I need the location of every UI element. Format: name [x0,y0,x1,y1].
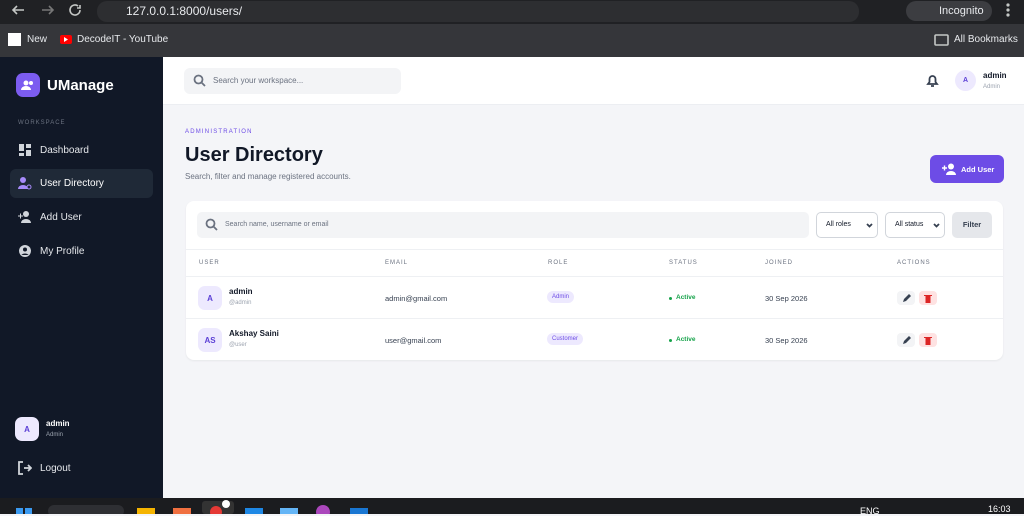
status-dot [669,296,672,300]
section-label: WORKSPACE [18,120,66,126]
username: @user [229,342,247,348]
brand[interactable]: UManage [47,77,114,94]
filter-button[interactable]: Filter [952,212,992,238]
placeholder: Search name, username or email [225,221,329,228]
divider [186,249,1003,250]
logout-icon [18,461,32,475]
nav-label: Add User [40,212,82,223]
email: admin@gmail.com [385,294,448,303]
column-header: JOINED [765,260,794,266]
nav-label: Dashboard [40,145,89,156]
email: user@gmail.com [385,336,442,345]
delete-icon [924,294,932,303]
role-select[interactable]: All roles [816,212,878,238]
delete-button[interactable] [919,291,937,305]
select-label: All status [895,221,924,228]
nav-item-active[interactable]: User Directory [10,169,153,198]
role-badge: Customer [547,333,584,345]
nav-item[interactable]: My Profile [10,237,153,266]
nav-label: User Directory [40,178,104,189]
column-header: STATUS [669,260,698,266]
browser-icons [8,1,1010,46]
eyebrow: ADMINISTRATION [185,129,253,135]
user-name: Akshay Saini [229,329,279,338]
avatar: A [15,417,39,441]
clock[interactable]: 16:03 [988,504,1011,514]
add-user-button[interactable]: Add User [930,155,1004,183]
status-select[interactable]: All status [885,212,945,238]
column-header: USER [199,260,220,266]
nav-item[interactable]: Add User [10,203,153,232]
taskbar-icons [16,500,368,514]
status-dot [669,338,672,342]
incognito[interactable]: Incognito [939,5,984,17]
select-label: All roles [826,221,851,228]
bell[interactable] [926,74,939,88]
row-divider [186,276,1003,277]
global-search[interactable]: Search your workspace... [184,68,401,94]
edit-button[interactable] [897,333,915,347]
user-name: admin [46,419,70,428]
status: Active [676,294,696,301]
row-divider [186,318,1003,319]
delete-icon [924,336,932,345]
avatar[interactable]: A [955,70,976,91]
user-role: Admin [46,432,64,438]
column-header: EMAIL [385,260,409,266]
all-bookmarks[interactable]: All Bookmarks [954,34,1018,45]
column-header: ACTIONS [897,260,931,266]
username: @admin [229,300,252,306]
edit-icon [902,293,911,302]
role-badge: Admin [547,291,575,303]
url[interactable]: 127.0.0.1:8000/users/ [126,4,243,18]
placeholder: Search your workspace... [213,76,304,85]
page-subtitle: Search, filter and manage registered acc… [185,172,351,181]
user-name: admin [983,71,1007,80]
nav-item[interactable]: Dashboard [10,136,153,165]
status: Active [676,336,696,343]
logout[interactable]: Logout [40,463,71,474]
bookmarks-bar [0,24,1024,57]
nav-label: My Profile [40,246,85,257]
user-name: admin [229,287,253,296]
bookmark[interactable]: DecodeIT - YouTube [77,34,169,45]
user-search[interactable]: Search name, username or email [197,212,809,238]
brand-logo [16,73,40,97]
bookmark[interactable]: New [27,34,48,45]
edit-icon [902,335,911,344]
column-header: ROLE [548,260,569,266]
avatar: AS [198,328,222,352]
avatar: A [198,286,222,310]
joined: 30 Sep 2026 [765,336,808,345]
button-label: Add User [961,165,995,174]
joined: 30 Sep 2026 [765,294,808,303]
edit-button[interactable] [897,291,915,305]
language[interactable]: ENG [860,506,880,516]
page-title: User Directory [185,144,323,166]
user-role: Admin [983,84,1001,90]
delete-button[interactable] [919,333,937,347]
